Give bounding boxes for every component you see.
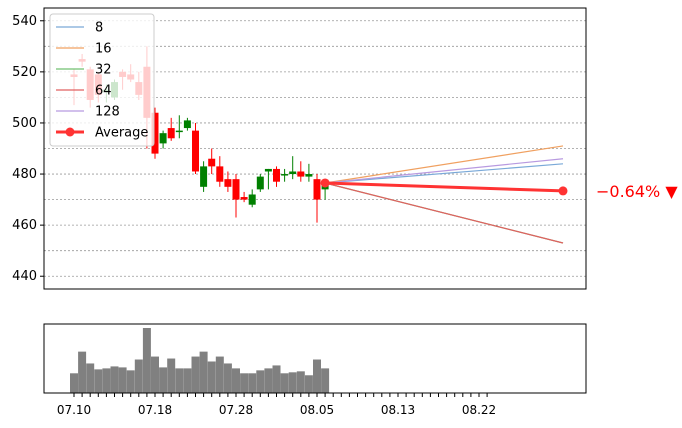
candle-body — [313, 179, 321, 200]
y-tick-label: 540 — [12, 14, 37, 29]
price-y-axis: 440 460 480 500 520 540 — [12, 14, 44, 284]
candle-body — [208, 158, 216, 167]
candle-body — [281, 174, 289, 176]
volume-bar — [167, 358, 176, 393]
candle-body — [256, 176, 264, 190]
volume-panel-frame — [43, 323, 587, 394]
average-line — [325, 181, 564, 193]
x-tick-label: 08.05 — [300, 403, 334, 417]
candle-body — [240, 197, 248, 200]
y-tick-label: 480 — [12, 167, 37, 182]
legend-box — [49, 13, 155, 147]
forecast-line-64 — [324, 182, 564, 244]
volume-bar — [256, 370, 265, 393]
volume-bar — [264, 368, 273, 393]
candle-body — [175, 130, 183, 133]
candle-body — [305, 174, 313, 177]
volume-bar — [151, 356, 159, 393]
volume-bar — [94, 369, 103, 393]
legend-marker — [65, 127, 75, 137]
x-tick-label: 07.18 — [138, 403, 172, 417]
x-tick-label: 08.22 — [462, 403, 496, 417]
candle-body — [224, 179, 232, 187]
volume-bar — [207, 361, 216, 393]
volume-bar — [199, 351, 208, 393]
y-tick-label: 440 — [12, 269, 37, 284]
legend-label: 8 — [95, 21, 103, 36]
volume-bar — [272, 365, 281, 393]
volume-bar — [223, 363, 232, 393]
legend-label: Average — [95, 126, 148, 141]
volume-bar — [183, 368, 192, 393]
y-tick-label: 520 — [12, 65, 37, 80]
candle-body — [264, 168, 272, 172]
volume-bar — [240, 373, 249, 393]
candle-body — [200, 166, 208, 187]
average-marker-end — [558, 186, 568, 196]
forecast-line-128 — [325, 158, 564, 184]
x-tick-label: 07.28 — [219, 403, 253, 417]
forecast-line-16 — [325, 145, 564, 184]
volume-bar — [304, 375, 313, 393]
volume-bar — [126, 370, 135, 393]
volume-bar — [313, 359, 321, 393]
legend-label: 32 — [95, 63, 112, 78]
price-panel-frame — [43, 7, 587, 290]
volume-bar — [118, 367, 127, 393]
candle-body — [273, 168, 280, 182]
candle-body — [232, 179, 240, 200]
volume-bar — [288, 372, 297, 393]
candle-body — [297, 171, 305, 177]
legend-label: 16 — [95, 42, 112, 57]
x-tick-label: 07.10 — [57, 403, 91, 417]
volume-bar — [159, 367, 168, 393]
volume-bar — [191, 356, 200, 393]
volume-bar — [102, 368, 111, 393]
volume-bar — [134, 359, 143, 393]
candle-body — [216, 166, 224, 182]
change-label: −0.64% ▼ — [596, 182, 678, 201]
candle-body — [151, 112, 159, 154]
average-marker-start — [320, 178, 330, 188]
volume-bar — [175, 368, 184, 393]
volume-bar — [232, 368, 240, 393]
y-tick-label: 500 — [12, 116, 37, 131]
candle-body — [167, 128, 175, 139]
legend-label: 128 — [95, 105, 120, 120]
volume-bar — [70, 373, 78, 393]
candle-body — [192, 130, 199, 172]
candle-body — [289, 171, 297, 175]
forecast-layer — [320, 145, 568, 244]
volume-bar — [280, 373, 289, 393]
volume-bar — [86, 363, 95, 393]
volume-bar — [78, 351, 87, 393]
volume-bar — [110, 366, 119, 393]
legend-label: 64 — [95, 84, 112, 99]
volume-bars — [70, 328, 330, 393]
x-tick-label: 08.13 — [381, 403, 415, 417]
date-x-axis: 07.10 07.18 07.28 08.05 08.13 08.22 — [57, 393, 496, 417]
volume-bar — [215, 356, 224, 393]
volume-bar — [296, 371, 305, 393]
volume-bar — [248, 373, 257, 393]
volume-bar — [321, 368, 330, 393]
y-tick-label: 460 — [12, 218, 37, 233]
candle-body — [183, 120, 191, 129]
volume-bar — [142, 328, 151, 393]
legend: 8 16 32 64 128 Average — [49, 13, 155, 147]
candle-body — [159, 133, 167, 144]
forecast-line-8 — [325, 163, 564, 184]
candle-body — [248, 194, 256, 205]
